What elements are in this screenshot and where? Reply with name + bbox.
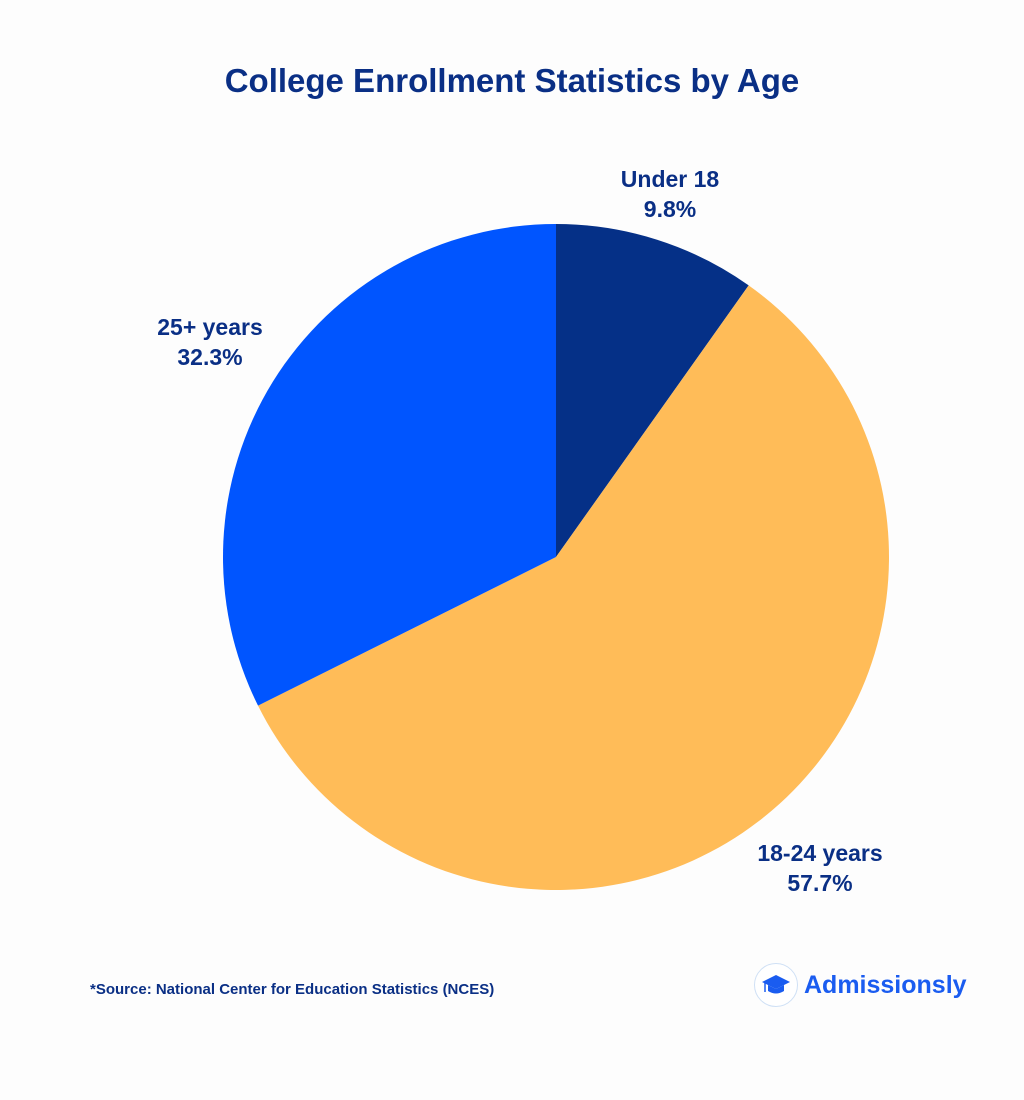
pie-slice-under-18 xyxy=(556,224,749,557)
logo-text: Admissionsly xyxy=(804,970,967,999)
slice-label-name: 25+ years xyxy=(157,314,263,340)
graduation-cap-icon xyxy=(754,963,798,1007)
slice-label-name: 18-24 years xyxy=(757,840,883,866)
slice-label-value: 32.3% xyxy=(177,344,243,370)
source-note: *Source: National Center for Education S… xyxy=(90,981,495,998)
slice-label-under-18: Under 18 9.8% xyxy=(590,164,750,224)
slice-label-18-24: 18-24 years 57.7% xyxy=(730,838,910,898)
brand-logo: Admissionsly xyxy=(754,963,967,1007)
chart-title: College Enrollment Statistics by Age xyxy=(224,62,800,99)
slice-label-name: Under 18 xyxy=(620,166,720,192)
slice-label-25-plus: 25+ years 32.3% xyxy=(130,312,290,372)
pie-slice-25-years xyxy=(223,224,557,706)
slice-label-value: 57.7% xyxy=(787,870,853,896)
slice-label-value: 9.8% xyxy=(643,196,697,222)
pie-slice-18-24-years xyxy=(258,285,890,890)
